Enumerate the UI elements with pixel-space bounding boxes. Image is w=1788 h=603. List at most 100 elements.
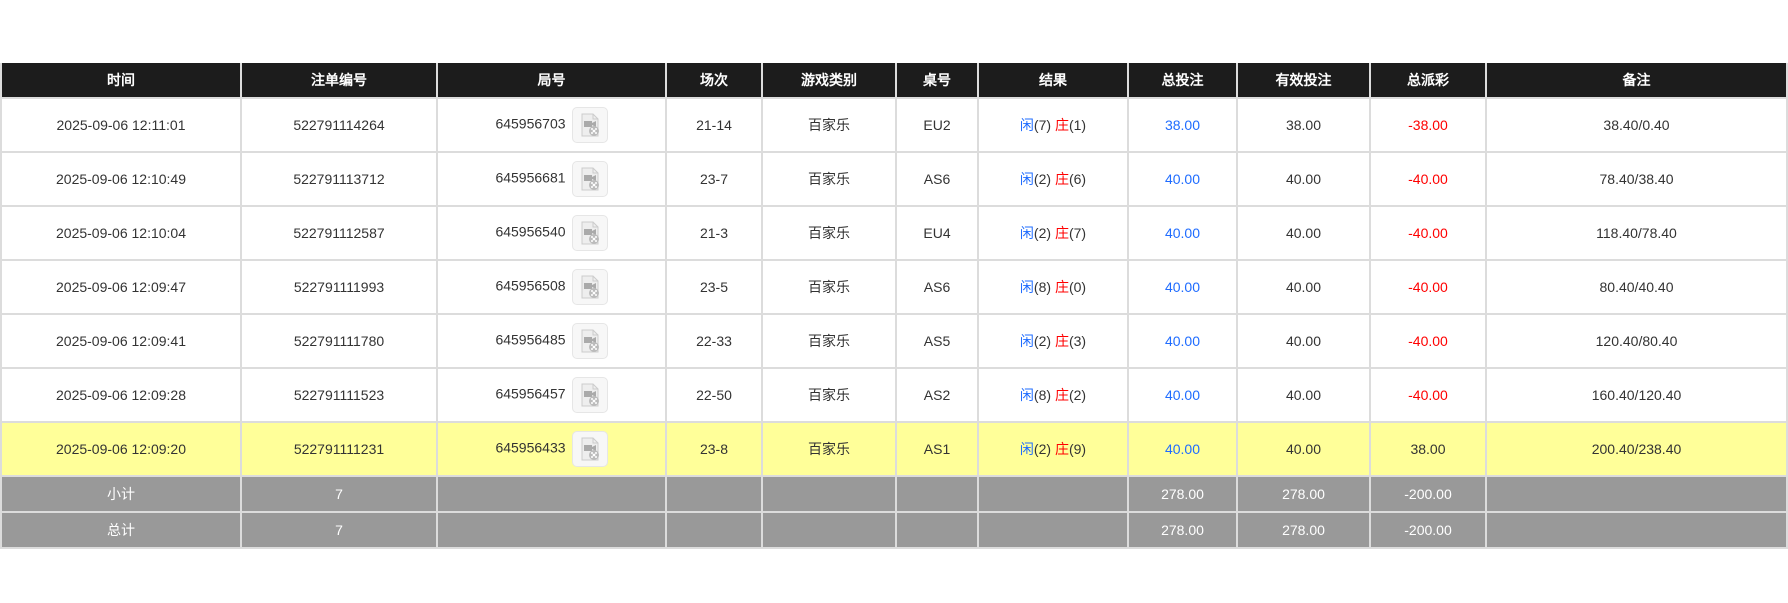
table-cell: AS1 bbox=[895, 421, 979, 477]
table-row: 2025-09-06 12:10:04 522791112587 645956540… bbox=[0, 205, 1788, 261]
column-header: 有效投注 bbox=[1236, 63, 1371, 99]
total-bet-cell: 40.00 bbox=[1127, 259, 1238, 315]
video-file-icon[interactable] bbox=[571, 269, 608, 305]
player-score: (2) bbox=[1033, 171, 1052, 187]
summary-total: 278.00 bbox=[1127, 511, 1238, 549]
round-number: 645956433 bbox=[495, 439, 566, 456]
total-bet-cell: 40.00 bbox=[1127, 367, 1238, 423]
summary-total: 278.00 bbox=[1127, 475, 1238, 513]
video-file-icon[interactable] bbox=[571, 323, 608, 359]
time-cell: 2025-09-06 12:09:20 bbox=[0, 421, 242, 477]
round-number: 645956508 bbox=[495, 277, 566, 294]
summary-valid: 278.00 bbox=[1236, 475, 1371, 513]
round-number: 645956540 bbox=[495, 223, 566, 240]
valid-bet-cell: 40.00 bbox=[1236, 367, 1371, 423]
banker-score: (2) bbox=[1068, 387, 1087, 403]
banker-score: (6) bbox=[1068, 171, 1087, 187]
payout-cell: -40.00 bbox=[1369, 205, 1487, 261]
column-header: 桌号 bbox=[895, 63, 979, 99]
bet-id-cell: 522791111993 bbox=[240, 259, 438, 315]
shoe-cell: 23-7 bbox=[665, 151, 763, 207]
payout-cell: -40.00 bbox=[1369, 259, 1487, 315]
video-file-icon[interactable] bbox=[571, 215, 608, 251]
summary-count: 7 bbox=[240, 511, 438, 549]
table-cell: AS6 bbox=[895, 259, 979, 315]
game-cell: 百家乐 bbox=[761, 205, 897, 261]
banker-score: (1) bbox=[1068, 117, 1087, 133]
bet-id-cell: 522791114264 bbox=[240, 97, 438, 153]
column-header: 时间 bbox=[0, 63, 242, 99]
summary-payout: -200.00 bbox=[1369, 511, 1487, 549]
table-header: 时间 注单编号 局号 场次 游戏类别 桌号 结果 总投注 有效投注 总派彩 备注 bbox=[0, 63, 1788, 99]
banker-score: (9) bbox=[1068, 441, 1087, 457]
valid-bet-cell: 38.00 bbox=[1236, 97, 1371, 153]
summary-label: 小计 bbox=[0, 475, 242, 513]
result-cell: 闲(8) 庄(2) bbox=[977, 367, 1129, 423]
game-cell: 百家乐 bbox=[761, 259, 897, 315]
time-cell: 2025-09-06 12:09:28 bbox=[0, 367, 242, 423]
round-cell: 645956508 bbox=[436, 259, 667, 315]
table-row: 2025-09-06 12:09:20 522791111231 645956433… bbox=[0, 421, 1788, 477]
note-cell: 160.40/120.40 bbox=[1485, 367, 1788, 423]
payout-cell: -40.00 bbox=[1369, 367, 1487, 423]
game-cell: 百家乐 bbox=[761, 97, 897, 153]
note-cell: 80.40/40.40 bbox=[1485, 259, 1788, 315]
valid-bet-cell: 40.00 bbox=[1236, 151, 1371, 207]
result-cell: 闲(8) 庄(0) bbox=[977, 259, 1129, 315]
valid-bet-cell: 40.00 bbox=[1236, 259, 1371, 315]
time-cell: 2025-09-06 12:10:49 bbox=[0, 151, 242, 207]
shoe-cell: 21-14 bbox=[665, 97, 763, 153]
table-cell: EU2 bbox=[895, 97, 979, 153]
video-file-icon[interactable] bbox=[571, 161, 608, 197]
video-file-icon[interactable] bbox=[571, 431, 608, 467]
note-cell: 78.40/38.40 bbox=[1485, 151, 1788, 207]
result-cell: 闲(2) 庄(9) bbox=[977, 421, 1129, 477]
summary-label: 总计 bbox=[0, 511, 242, 549]
game-cell: 百家乐 bbox=[761, 313, 897, 369]
round-cell: 645956681 bbox=[436, 151, 667, 207]
bet-id-cell: 522791111523 bbox=[240, 367, 438, 423]
game-cell: 百家乐 bbox=[761, 421, 897, 477]
round-cell: 645956703 bbox=[436, 97, 667, 153]
player-label: 闲 bbox=[1019, 117, 1034, 133]
valid-bet-cell: 40.00 bbox=[1236, 313, 1371, 369]
round-cell: 645956457 bbox=[436, 367, 667, 423]
result-cell: 闲(2) 庄(7) bbox=[977, 205, 1129, 261]
round-cell: 645956433 bbox=[436, 421, 667, 477]
note-cell: 38.40/0.40 bbox=[1485, 97, 1788, 153]
table-row: 2025-09-06 12:09:41 522791111780 645956485… bbox=[0, 313, 1788, 369]
banker-label: 庄 bbox=[1054, 441, 1069, 457]
bet-id-cell: 522791113712 bbox=[240, 151, 438, 207]
result-cell: 闲(7) 庄(1) bbox=[977, 97, 1129, 153]
player-label: 闲 bbox=[1019, 279, 1034, 295]
column-header: 备注 bbox=[1485, 63, 1788, 99]
summary-row: 总计 7 278.00 278.00 -200.00 bbox=[0, 511, 1788, 549]
table-cell: AS5 bbox=[895, 313, 979, 369]
player-label: 闲 bbox=[1019, 441, 1034, 457]
video-file-icon[interactable] bbox=[571, 377, 608, 413]
total-bet-cell: 40.00 bbox=[1127, 205, 1238, 261]
player-score: (8) bbox=[1033, 279, 1052, 295]
table-row: 2025-09-06 12:11:01 522791114264 645956703… bbox=[0, 97, 1788, 153]
shoe-cell: 23-5 bbox=[665, 259, 763, 315]
bet-id-cell: 522791111231 bbox=[240, 421, 438, 477]
column-header: 注单编号 bbox=[240, 63, 438, 99]
result-cell: 闲(2) 庄(3) bbox=[977, 313, 1129, 369]
round-number: 645956703 bbox=[495, 115, 566, 132]
note-cell: 200.40/238.40 bbox=[1485, 421, 1788, 477]
result-cell: 闲(2) 庄(6) bbox=[977, 151, 1129, 207]
payout-cell: -40.00 bbox=[1369, 151, 1487, 207]
column-header: 局号 bbox=[436, 63, 667, 99]
time-cell: 2025-09-06 12:10:04 bbox=[0, 205, 242, 261]
time-cell: 2025-09-06 12:11:01 bbox=[0, 97, 242, 153]
banker-label: 庄 bbox=[1054, 171, 1069, 187]
valid-bet-cell: 40.00 bbox=[1236, 421, 1371, 477]
table-row: 2025-09-06 12:10:49 522791113712 645956681… bbox=[0, 151, 1788, 207]
time-cell: 2025-09-06 12:09:47 bbox=[0, 259, 242, 315]
round-number: 645956681 bbox=[495, 169, 566, 186]
banker-label: 庄 bbox=[1054, 225, 1069, 241]
video-file-icon[interactable] bbox=[571, 107, 608, 143]
player-label: 闲 bbox=[1019, 387, 1034, 403]
player-score: (8) bbox=[1033, 387, 1052, 403]
bet-id-cell: 522791111780 bbox=[240, 313, 438, 369]
